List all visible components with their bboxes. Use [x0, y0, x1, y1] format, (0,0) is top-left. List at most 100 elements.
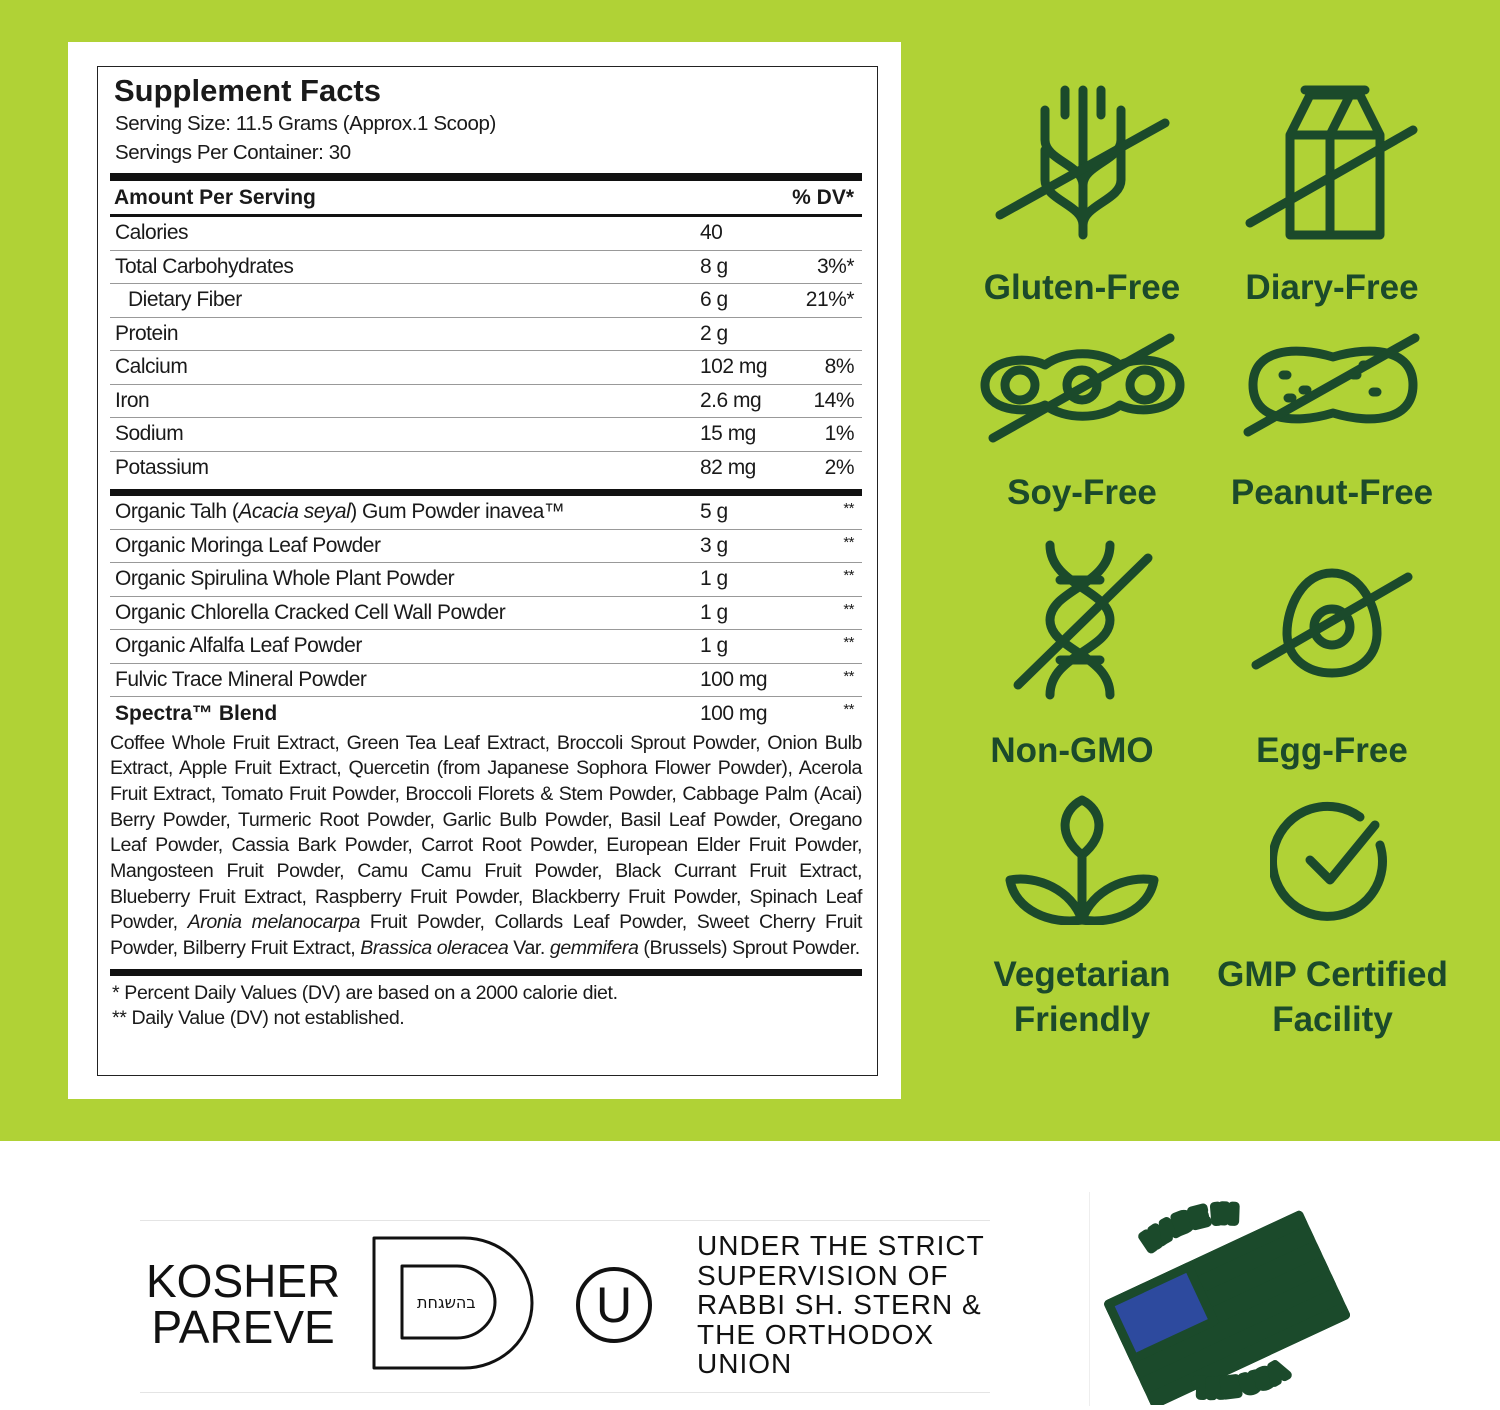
kosher-pareve-label: KOSHER PAREVE — [146, 1258, 340, 1350]
kosher-text: KOSHER — [146, 1255, 341, 1307]
wheat-crossed-icon — [995, 85, 1170, 245]
badge-label: Non-GMO — [990, 731, 1154, 770]
ingredient-dv: ** — [843, 600, 854, 618]
divider — [110, 173, 862, 181]
nutrient-amount: 82 mg — [700, 456, 756, 480]
ingredient-row: Spectra™ Blend 100 mg ** — [110, 697, 862, 731]
ingredient-name: Organic Chlorella Cracked Cell Wall Powd… — [115, 600, 506, 624]
nutrient-name: Iron — [115, 388, 150, 412]
peanut-crossed-icon — [1243, 330, 1423, 445]
divider — [110, 489, 862, 496]
ingredient-amount: 1 g — [700, 634, 728, 658]
divider — [1089, 1192, 1090, 1406]
supervision-line: UNDER THE STRICT — [697, 1230, 985, 1261]
badge-label: Egg-Free — [1256, 731, 1408, 770]
nutrient-dv: 14% — [813, 388, 854, 412]
name-italic: Acacia seyal — [238, 500, 351, 524]
nutrient-name: Calcium — [115, 355, 188, 379]
nutrient-dv: 21%* — [805, 288, 855, 312]
nutrient-name: Calories — [115, 221, 189, 245]
ingredient-dv: ** — [843, 567, 854, 584]
ingredient-dv: ** — [843, 667, 854, 685]
ingredient-row: Organic Spirulina Whole Plant Powder 1 g *… — [110, 563, 862, 597]
blend-text-segment: Coffee Whole Fruit Extract, Green Tea Le… — [110, 731, 862, 934]
ingredient-amount: 1 g — [700, 600, 728, 624]
ingredient-name: Organic Talh (Acacia seyal) Gum Powder i… — [115, 500, 700, 524]
dv-header: % DV* — [792, 185, 854, 209]
ingredient-dv: ** — [843, 634, 854, 651]
supervision-line: UNION — [697, 1348, 793, 1379]
nutrient-dv: 2% — [824, 456, 855, 480]
kosher-seal-icon: בהשגחת — [372, 1236, 537, 1376]
nutrient-amount: 15 mg — [700, 422, 756, 446]
ingredient-dv: ** — [843, 701, 854, 718]
nutrient-name: Total Carbohydrates — [115, 254, 294, 278]
nutrient-name: Potassium — [115, 456, 209, 480]
supplement-facts-table: Supplement Facts Serving Size: 11.5 Gram… — [97, 66, 878, 1076]
blend-text-segment: (Brussels) Sprout Powder. — [638, 937, 860, 960]
footnote-not-established: ** Daily Value (DV) not established. — [112, 1007, 405, 1030]
name-part: ) Gum Powder inavea™ — [350, 500, 565, 524]
name-part: Organic Talh ( — [115, 500, 239, 524]
supervision-line: RABBI SH. STERN & — [697, 1289, 982, 1320]
supervision-line: THE ORTHODOX — [697, 1318, 935, 1350]
table-header: Amount Per Serving % DV* — [110, 181, 862, 217]
nutrient-amount: 2 g — [700, 321, 728, 345]
divider — [140, 1392, 990, 1393]
ingredient-amount: 3 g — [700, 533, 728, 557]
serving-size: Serving Size: 11.5 Grams (Approx.1 Scoop… — [115, 112, 496, 135]
svg-text:U: U — [596, 1277, 632, 1333]
badge-label: GMP Certified Facility — [1217, 955, 1448, 1039]
nutrient-name: Sodium — [115, 422, 184, 446]
ingredient-dv: ** — [843, 500, 854, 517]
nutrient-dv: 1% — [824, 422, 855, 446]
ingredient-amount: 100 mg — [700, 667, 768, 691]
pareve-text: PAREVE — [151, 1301, 335, 1353]
nutrient-amount: 6 g — [700, 288, 728, 312]
ingredient-row: Organic Chlorella Cracked Cell Wall Powd… — [110, 597, 862, 630]
ingredient-name: Spectra™ Blend — [115, 701, 278, 725]
nutrient-row: Iron 2.6 mg 14% — [110, 385, 862, 418]
ingredient-name: Fulvic Trace Mineral Powder — [115, 667, 367, 691]
nutrient-amount: 8 g — [700, 254, 728, 278]
supervision-line: SUPERVISION OF — [697, 1259, 949, 1291]
nutrient-row: Calcium 102 mg 8% — [110, 351, 862, 385]
divider — [140, 1220, 990, 1221]
badge-label: Diary-Free — [1245, 268, 1419, 307]
nutrient-amount: 102 mg — [700, 355, 768, 379]
ingredient-list: Organic Talh (Acacia seyal) Gum Powder i… — [110, 496, 862, 731]
blend-text-segment: Fruit Powder, Collards Leaf Powder, Swee… — [110, 911, 862, 960]
supplement-facts-panel: Supplement Facts Serving Size: 11.5 Gram… — [68, 42, 901, 1099]
ingredient-name: Organic Moringa Leaf Powder — [115, 533, 381, 557]
nutrient-row: Protein 2 g — [110, 318, 862, 351]
ingredient-amount: 5 g — [700, 500, 728, 524]
servings-per-container: Servings Per Container: 30 — [115, 141, 351, 164]
milk-carton-crossed-icon — [1245, 85, 1420, 250]
nutrient-row: Total Carbohydrates 8 g 3%* — [110, 251, 862, 284]
check-circle-icon — [1267, 800, 1395, 930]
ingredient-name: Organic Alfalfa Leaf Powder — [115, 634, 362, 658]
nutrient-amount: 2.6 mg — [700, 388, 762, 412]
badge-label: Vegetarian Friendly — [993, 955, 1171, 1039]
ingredient-dv: ** — [843, 533, 854, 551]
nutrient-name: Dietary Fiber — [128, 288, 242, 312]
usa-flag-icon: MADE IN THE USA — [1100, 1196, 1351, 1410]
ingredient-row: Fulvic Trace Mineral Powder 100 mg ** — [110, 664, 862, 697]
soybean-crossed-icon — [975, 330, 1190, 450]
nutrient-row: Calories 40 — [110, 217, 862, 251]
facts-title: Supplement Facts — [114, 73, 381, 108]
ingredient-name: Organic Spirulina Whole Plant Powder — [115, 567, 455, 591]
spectra-blend-ingredients: Coffee Whole Fruit Extract, Green Tea Le… — [110, 731, 862, 962]
ou-symbol-icon: U — [575, 1266, 653, 1349]
blend-text-segment: gemmifera — [549, 937, 639, 960]
nutrient-list: Calories 40 Total Carbohydrates 8 g 3%* Dieta… — [110, 217, 862, 485]
blend-text-segment: Aronia melanocarpa — [187, 911, 361, 934]
nutrient-dv: 8% — [824, 355, 855, 379]
dna-crossed-icon — [1010, 540, 1155, 705]
ingredient-row: Organic Talh (Acacia seyal) Gum Powder i… — [110, 496, 862, 530]
egg-crossed-icon — [1250, 565, 1415, 685]
nutrient-row: Dietary Fiber 6 g 21%* — [110, 284, 862, 318]
leaves-icon — [1005, 795, 1160, 930]
badge-label: Soy-Free — [1007, 473, 1157, 512]
divider — [110, 968, 862, 976]
